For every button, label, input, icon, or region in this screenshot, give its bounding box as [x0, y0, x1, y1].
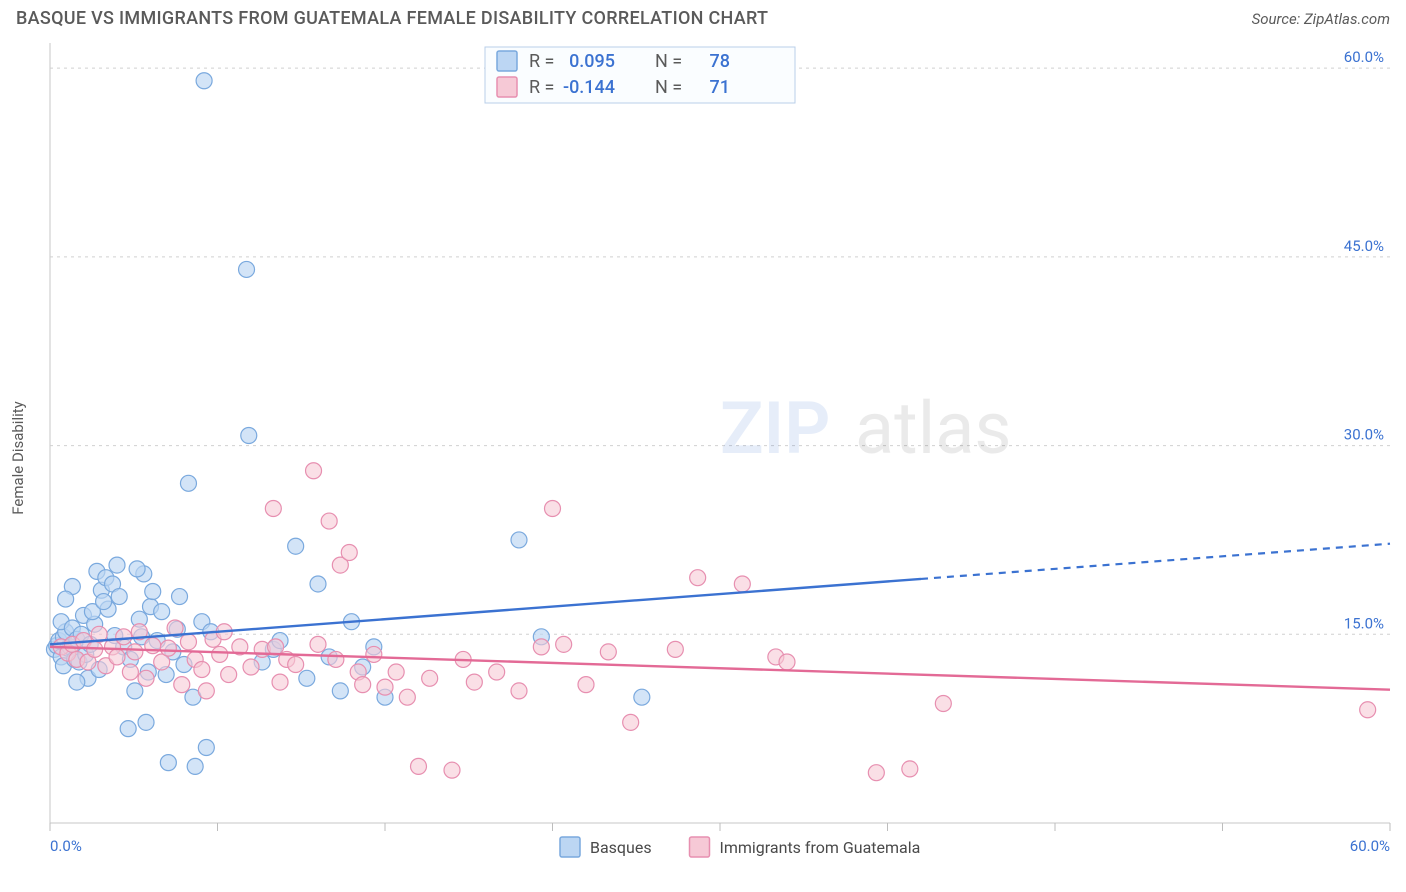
data-point	[69, 674, 85, 690]
data-point	[138, 714, 154, 730]
correlation-scatter-chart: 15.0% 30.0% 45.0% 60.0% 0.0% 60.0% ZIP atlas R =…	[0, 33, 1406, 883]
data-point	[868, 765, 884, 781]
data-point	[194, 662, 210, 678]
data-point	[623, 714, 639, 730]
data-point	[111, 589, 127, 605]
data-point	[221, 667, 237, 683]
data-point	[127, 683, 143, 699]
data-point	[116, 629, 132, 645]
data-point	[533, 639, 549, 655]
data-point	[341, 545, 357, 561]
data-point	[779, 654, 795, 670]
data-point	[667, 641, 683, 657]
data-point	[578, 677, 594, 693]
data-point	[288, 656, 304, 672]
data-point	[411, 758, 427, 774]
trend-line-extrapolated	[921, 544, 1390, 579]
y-tick-label: 60.0%	[1344, 48, 1384, 66]
legend-swatch	[497, 51, 517, 71]
y-axis-label: Female Disability	[9, 401, 27, 515]
stats-r-label: R =	[529, 51, 554, 72]
data-point	[160, 755, 176, 771]
x-tick-label: 60.0%	[1350, 837, 1390, 855]
data-point	[734, 576, 750, 592]
data-point	[160, 640, 176, 656]
data-point	[120, 721, 136, 737]
data-point	[600, 644, 616, 660]
data-point	[198, 740, 214, 756]
data-point	[306, 463, 322, 479]
legend-swatch	[560, 837, 580, 857]
data-point	[127, 644, 143, 660]
stats-n-label: N =	[655, 51, 682, 72]
data-point	[243, 659, 259, 675]
data-point	[239, 261, 255, 277]
data-point	[935, 695, 951, 711]
data-point	[109, 557, 125, 573]
data-point	[321, 513, 337, 529]
data-point	[355, 677, 371, 693]
stats-r-value: -0.144	[563, 77, 615, 98]
data-point	[58, 591, 74, 607]
data-point	[690, 570, 706, 586]
data-point	[328, 651, 344, 667]
data-point	[272, 674, 288, 690]
data-point	[444, 762, 460, 778]
data-point	[634, 689, 650, 705]
stats-n-value: 78	[710, 51, 730, 72]
data-point	[138, 670, 154, 686]
data-point	[187, 758, 203, 774]
legend-label: Basques	[590, 838, 652, 857]
data-point	[268, 639, 284, 655]
data-point	[511, 532, 527, 548]
data-point	[180, 634, 196, 650]
data-point	[511, 683, 527, 699]
x-tick-label: 0.0%	[50, 837, 82, 855]
watermark: atlas	[855, 386, 1012, 471]
legend-swatch	[690, 837, 710, 857]
data-point	[366, 646, 382, 662]
data-point	[466, 674, 482, 690]
data-point	[109, 649, 125, 665]
data-point	[288, 538, 304, 554]
data-point	[96, 594, 112, 610]
data-point	[212, 646, 228, 662]
stats-n-label: N =	[655, 77, 682, 98]
legend-label: Immigrants from Guatemala	[720, 838, 921, 857]
data-point	[196, 73, 212, 89]
data-point	[145, 584, 161, 600]
data-point	[399, 689, 415, 705]
chart-title: BASQUE VS IMMIGRANTS FROM GUATEMALA FEMA…	[16, 8, 768, 29]
data-point	[310, 636, 326, 652]
data-point	[129, 561, 145, 577]
data-point	[172, 589, 188, 605]
watermark: ZIP	[720, 386, 830, 471]
data-point	[241, 428, 257, 444]
stats-r-value: 0.095	[569, 51, 615, 72]
data-point	[422, 670, 438, 686]
data-point	[174, 677, 190, 693]
data-point	[388, 664, 404, 680]
data-point	[545, 500, 561, 516]
y-tick-label: 15.0%	[1344, 614, 1384, 632]
data-point	[902, 761, 918, 777]
y-tick-label: 30.0%	[1344, 426, 1384, 444]
data-point	[310, 576, 326, 592]
stats-r-label: R =	[529, 77, 554, 98]
data-point	[556, 636, 572, 652]
data-point	[1360, 702, 1376, 718]
data-point	[332, 683, 348, 699]
data-point	[180, 475, 196, 491]
data-point	[265, 500, 281, 516]
data-point	[122, 664, 138, 680]
data-point	[198, 683, 214, 699]
stats-n-value: 71	[710, 77, 730, 98]
data-point	[489, 664, 505, 680]
y-tick-label: 45.0%	[1344, 237, 1384, 255]
data-point	[377, 679, 393, 695]
source-label: Source: ZipAtlas.com	[1252, 10, 1390, 28]
data-point	[299, 670, 315, 686]
data-point	[154, 604, 170, 620]
legend-swatch	[497, 77, 517, 97]
